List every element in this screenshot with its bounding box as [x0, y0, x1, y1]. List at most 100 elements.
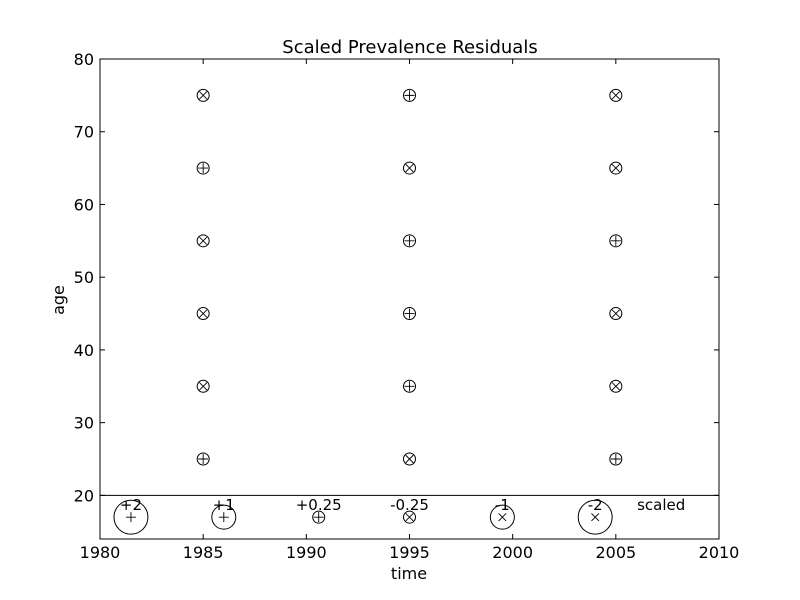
residual-circle	[489, 504, 515, 530]
residual-circle	[211, 504, 237, 530]
residual-circle	[196, 452, 210, 466]
data-point	[609, 379, 623, 393]
legend-label: -1	[495, 496, 510, 514]
data-point	[403, 452, 416, 466]
residual-circle	[609, 234, 623, 248]
residual-circle	[403, 510, 416, 524]
data-point	[196, 379, 210, 393]
legend-label: -0.25	[390, 496, 429, 514]
residual-circle	[403, 234, 416, 248]
plus-glyph	[125, 512, 136, 523]
cross-glyph	[611, 164, 620, 173]
legend-marker	[211, 504, 237, 530]
plus-glyph	[610, 454, 621, 464]
legend-marker	[489, 504, 515, 530]
plus-glyph	[404, 90, 415, 101]
residual-circle	[196, 307, 210, 321]
data-point	[609, 307, 623, 321]
residual-circle	[577, 499, 613, 535]
cross-glyph	[611, 309, 620, 318]
residual-circle	[403, 379, 416, 393]
legend-label: +1	[213, 496, 235, 514]
residual-circle	[609, 379, 623, 393]
cross-glyph	[611, 382, 620, 391]
plus-glyph	[313, 512, 324, 523]
x-axis-label: time	[391, 564, 427, 583]
residual-circle	[403, 88, 416, 102]
residual-circle	[196, 88, 210, 102]
cross-glyph	[405, 454, 414, 464]
plus-glyph	[218, 512, 229, 523]
plus-glyph	[198, 163, 209, 174]
cross-glyph	[611, 91, 620, 100]
data-point	[403, 234, 416, 248]
chart-title: Scaled Prevalence Residuals	[282, 37, 537, 58]
y-tick-label: 20	[74, 486, 94, 505]
x-tick-label: 1990	[286, 543, 327, 562]
plus-glyph	[198, 454, 209, 464]
cross-glyph	[199, 91, 208, 100]
legend-marker	[113, 499, 149, 535]
y-tick-label: 30	[74, 414, 94, 433]
data-point	[403, 307, 416, 321]
y-tick-label: 60	[74, 195, 94, 214]
residual-circle	[312, 510, 326, 524]
cross-glyph	[405, 513, 414, 522]
data-point	[609, 161, 623, 175]
data-point	[196, 307, 210, 321]
residual-circle	[609, 307, 623, 321]
legend-scaled-label: scaled	[637, 496, 685, 514]
residual-circle	[113, 499, 149, 535]
residual-circle	[196, 161, 210, 175]
cross-glyph	[199, 309, 208, 318]
data-point	[609, 88, 623, 102]
x-tick-label: 2010	[699, 543, 740, 562]
data-point	[196, 452, 210, 466]
data-point	[609, 452, 623, 466]
data-point	[403, 161, 416, 175]
residual-circle	[403, 307, 416, 321]
data-point	[403, 379, 416, 393]
plus-glyph	[404, 235, 415, 246]
x-tick-label: 1980	[80, 543, 121, 562]
legend-label: +2	[120, 496, 142, 514]
data-point	[403, 88, 416, 102]
cross-glyph	[405, 164, 414, 173]
legend-marker	[312, 510, 326, 524]
plot-frame	[99, 58, 720, 540]
data-point	[196, 161, 210, 175]
residual-circle	[403, 161, 416, 175]
legend-marker	[403, 510, 416, 524]
residual-circle	[403, 452, 416, 466]
residual-circle	[609, 161, 623, 175]
scale-legend: +2 +1 +0.25 -0.25 -1 -2 scaled	[113, 496, 685, 535]
cross-glyph	[498, 513, 507, 522]
data-point	[609, 234, 623, 248]
residual-circle	[609, 452, 623, 466]
legend-label: -2	[588, 496, 603, 514]
cross-glyph	[199, 382, 208, 391]
axes: 1980 1985 1990 1995 2000 2005 2010 20 30 40 50 60 70…	[74, 50, 740, 562]
x-tick-label: 1995	[389, 543, 430, 562]
plus-glyph	[404, 308, 415, 319]
cross-glyph	[199, 236, 208, 245]
residual-circle	[196, 234, 210, 248]
y-tick-label: 50	[74, 268, 94, 287]
residual-circle	[609, 88, 623, 102]
plot-marks	[196, 88, 623, 466]
y-axis-label: age	[49, 285, 68, 315]
legend-label: +0.25	[296, 496, 342, 514]
plus-glyph	[610, 235, 621, 246]
cross-glyph	[591, 513, 600, 522]
x-tick-label: 2005	[595, 543, 636, 562]
y-tick-label: 80	[74, 50, 94, 69]
x-tick-label: 1985	[183, 543, 224, 562]
legend-marker	[577, 499, 613, 535]
data-point	[196, 88, 210, 102]
plus-glyph	[404, 381, 415, 392]
y-tick-label: 70	[74, 123, 94, 142]
residual-circle	[196, 379, 210, 393]
data-point	[196, 234, 210, 248]
x-tick-label: 2000	[492, 543, 533, 562]
